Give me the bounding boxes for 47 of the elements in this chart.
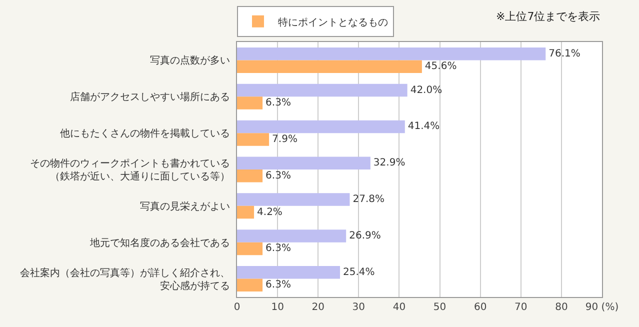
legend-label: 特にポイントとなるもの xyxy=(278,16,388,28)
y-tick-label: 地元で知名度のある会社である xyxy=(89,236,230,249)
bar xyxy=(237,96,263,110)
bar xyxy=(237,156,370,170)
y-tick-label: 店舗がアクセスしやすい場所にある xyxy=(70,91,230,104)
data-label: 6.3% xyxy=(266,98,291,109)
y-tick-label: 写真の見栄えがよい xyxy=(140,200,230,212)
y-tick-label: 他にもたくさんの物件を掲載している xyxy=(60,128,230,140)
x-tick-label: 30 xyxy=(352,302,366,313)
y-tick-label: 写真の点数が多い xyxy=(150,54,230,67)
bar xyxy=(237,84,408,97)
bar xyxy=(237,47,546,60)
x-tick-label: 60 xyxy=(474,302,487,313)
bar xyxy=(237,266,340,279)
x-tick-label: 80 xyxy=(555,302,568,313)
x-tick-label: 70 xyxy=(514,302,528,313)
bar xyxy=(237,242,263,256)
data-label: 25.4% xyxy=(343,266,375,278)
data-label: 41.4% xyxy=(408,121,440,132)
data-label: 32.9% xyxy=(373,158,406,169)
bar xyxy=(237,206,254,219)
x-tick-label: 20 xyxy=(312,302,324,313)
bar xyxy=(237,278,263,292)
data-label: 6.3% xyxy=(266,280,291,291)
data-label: 6.3% xyxy=(266,243,291,254)
bar xyxy=(237,170,263,182)
x-tick-label: 40 xyxy=(392,302,406,313)
y-tick-label: その物件のウィークポイントも書かれている（鉄塔が近い、大通りに面している等） xyxy=(30,158,230,182)
data-label: 45.6% xyxy=(424,61,457,72)
data-label: 7.9% xyxy=(272,134,298,145)
y-tick-label: 会社案内（会社の写真等）が詳しく紹介され、安心感が持てる xyxy=(20,266,230,292)
x-tick-label: 90 (%) xyxy=(585,302,619,313)
x-tick-label: 0 xyxy=(234,302,240,313)
data-label: 42.0% xyxy=(410,84,442,96)
text: ※上位7位までを表示 xyxy=(496,10,600,23)
bar xyxy=(237,120,405,134)
bar xyxy=(237,230,346,242)
bar xyxy=(237,193,350,206)
bar xyxy=(237,60,422,73)
x-tick-label: 10 xyxy=(271,302,284,313)
data-label: 6.3% xyxy=(266,170,291,182)
bar xyxy=(237,133,270,146)
data-label: 76.1% xyxy=(548,48,580,60)
x-tick-label: 50 xyxy=(433,302,446,313)
data-label: 26.9% xyxy=(349,230,381,242)
data-label: 4.2% xyxy=(257,206,282,218)
data-label: 27.8% xyxy=(352,194,385,206)
